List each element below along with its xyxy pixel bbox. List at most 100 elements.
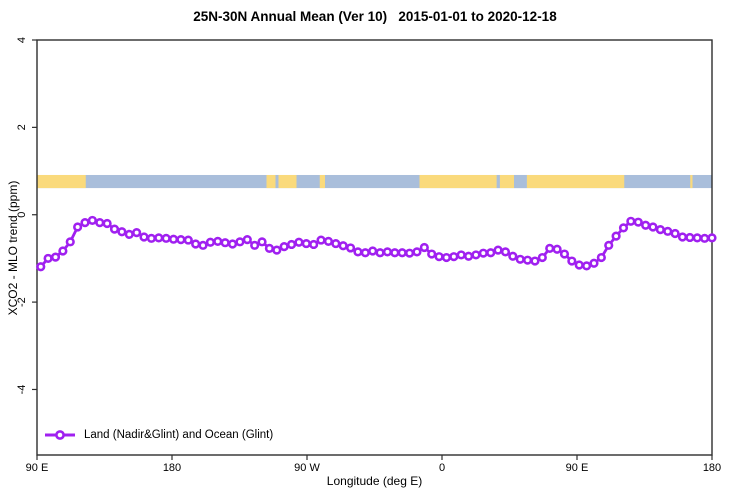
data-point xyxy=(390,248,400,258)
data-point xyxy=(309,239,319,250)
data-point xyxy=(87,215,97,226)
data-point xyxy=(582,261,592,271)
map-strip-water-gap xyxy=(275,174,279,189)
map-strip-land xyxy=(499,174,514,189)
data-point xyxy=(596,252,606,263)
data-point xyxy=(611,231,621,241)
data-point xyxy=(102,218,112,229)
map-strip-land xyxy=(690,174,693,189)
data-point xyxy=(677,232,688,242)
data-point xyxy=(655,224,665,235)
data-point xyxy=(117,227,127,237)
data-point xyxy=(191,239,201,249)
data-point xyxy=(692,233,702,243)
legend-label: Land (Nadir&Glint) and Ocean (Glint) xyxy=(84,429,274,441)
x-tick-label: 0 xyxy=(439,462,445,474)
data-point xyxy=(500,247,511,257)
data-point xyxy=(205,237,216,247)
data-point xyxy=(323,236,334,246)
x-axis-title: Longitude (deg E) xyxy=(326,474,423,488)
data-point xyxy=(353,247,363,257)
data-point xyxy=(360,248,370,258)
data-point xyxy=(154,233,164,243)
map-strip-land xyxy=(266,174,276,189)
legend-series-icon xyxy=(45,430,75,440)
map-strip-land xyxy=(526,174,625,189)
data-point xyxy=(250,240,260,250)
map-strip-land xyxy=(278,174,297,189)
y-tick-label: 0 xyxy=(16,212,28,218)
x-tick-label: 90 W xyxy=(294,462,320,474)
data-point xyxy=(213,236,223,246)
data-point xyxy=(65,237,75,247)
data-point xyxy=(375,248,385,258)
chart-title: 25N-30N Annual Mean (Ver 10) 2015-01-01 … xyxy=(193,9,557,24)
data-point xyxy=(58,246,68,256)
data-point xyxy=(545,243,555,253)
data-point xyxy=(368,246,378,256)
data-point xyxy=(36,262,46,272)
y-axis-title: XCO2 - MLO trend (ppm) xyxy=(6,180,20,316)
data-point xyxy=(43,253,53,264)
data-point xyxy=(183,235,193,245)
data-point xyxy=(427,249,437,259)
x-tick-label: 180 xyxy=(703,462,721,474)
data-point xyxy=(257,237,267,247)
data-point xyxy=(633,217,643,227)
data-point xyxy=(109,224,120,234)
data-point xyxy=(486,248,496,258)
data-point xyxy=(434,252,444,262)
y-tick-label: 2 xyxy=(16,124,28,130)
data-point xyxy=(618,223,629,233)
map-strip-land xyxy=(37,174,86,189)
data-point xyxy=(404,248,415,258)
data-point xyxy=(338,241,348,251)
data-point xyxy=(272,245,282,255)
data-point xyxy=(463,251,474,261)
x-tick-label: 90 E xyxy=(566,462,589,474)
data-point xyxy=(456,250,466,260)
map-strip-water-gap xyxy=(496,174,500,189)
data-point xyxy=(132,228,142,238)
data-point xyxy=(264,243,275,253)
data-point xyxy=(574,260,584,270)
data-point xyxy=(382,247,393,257)
data-point xyxy=(227,239,238,249)
data-point xyxy=(537,252,547,263)
data-point xyxy=(471,250,481,260)
data-point xyxy=(567,256,577,266)
data-point xyxy=(522,255,533,265)
data-point xyxy=(397,248,407,258)
data-point xyxy=(316,235,326,245)
x-tick-label: 90 E xyxy=(26,462,49,474)
data-point xyxy=(146,233,156,243)
data-point xyxy=(670,228,680,239)
data-point xyxy=(589,258,599,268)
data-point xyxy=(441,252,452,263)
data-point xyxy=(279,242,289,252)
data-point xyxy=(294,237,304,247)
data-point xyxy=(685,232,695,243)
data-point xyxy=(73,222,83,232)
data-point xyxy=(286,239,297,250)
legend: Land (Nadir&Glint) and Ocean (Glint) xyxy=(44,428,273,442)
data-point xyxy=(301,238,311,249)
data-point xyxy=(604,240,614,250)
data-point xyxy=(493,245,503,255)
data-point xyxy=(161,233,171,243)
data-point xyxy=(626,216,636,226)
data-point xyxy=(331,238,341,249)
y-tick-label: 4 xyxy=(16,37,28,43)
data-point xyxy=(412,247,422,257)
data-point xyxy=(641,220,651,230)
map-strip-land xyxy=(419,174,497,189)
data-point xyxy=(50,252,61,262)
y-tick-label: -2 xyxy=(16,297,28,307)
data-point xyxy=(700,233,710,243)
data-point xyxy=(124,229,134,239)
map-strip-land xyxy=(319,174,325,189)
data-point xyxy=(139,232,149,242)
data-point xyxy=(419,242,429,253)
data-point xyxy=(345,243,356,253)
